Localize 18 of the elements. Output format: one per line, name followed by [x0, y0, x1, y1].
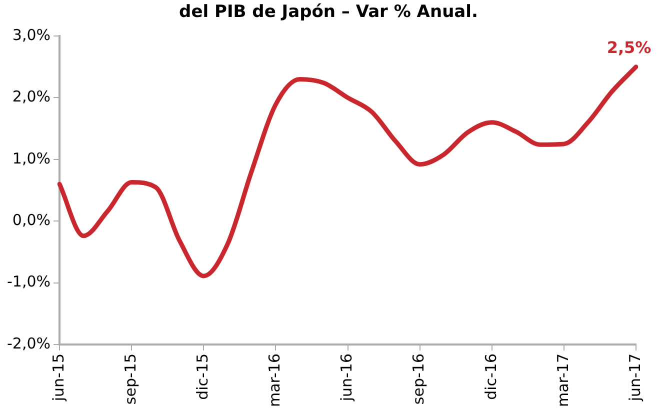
- x-tick-label: dic-16: [482, 353, 500, 400]
- y-tick-label: -1,0%: [6, 272, 51, 291]
- y-tick-label: -2,0%: [6, 334, 51, 352]
- x-tick-label: mar-16: [266, 353, 284, 408]
- x-tick-label: jun-15: [49, 353, 68, 402]
- x-tick-label: sep-16: [410, 353, 428, 405]
- x-tick-label: sep-15: [121, 353, 140, 405]
- y-tick-label: 0,0%: [12, 210, 51, 229]
- line-series: [57, 64, 638, 278]
- x-tick-label: jun-17: [626, 353, 644, 402]
- y-tick-label: 2,0%: [12, 88, 51, 106]
- x-tick-label: dic-15: [194, 353, 212, 400]
- y-tick-label: 1,0%: [12, 149, 51, 168]
- chart-title: del PIB de Japón – Var % Anual.: [178, 2, 479, 22]
- data-label: 2,5%: [606, 38, 652, 58]
- y-tick-label: 3,0%: [12, 26, 51, 44]
- x-tick-label: mar-17: [554, 353, 572, 408]
- x-tick-label: jun-16: [338, 353, 356, 402]
